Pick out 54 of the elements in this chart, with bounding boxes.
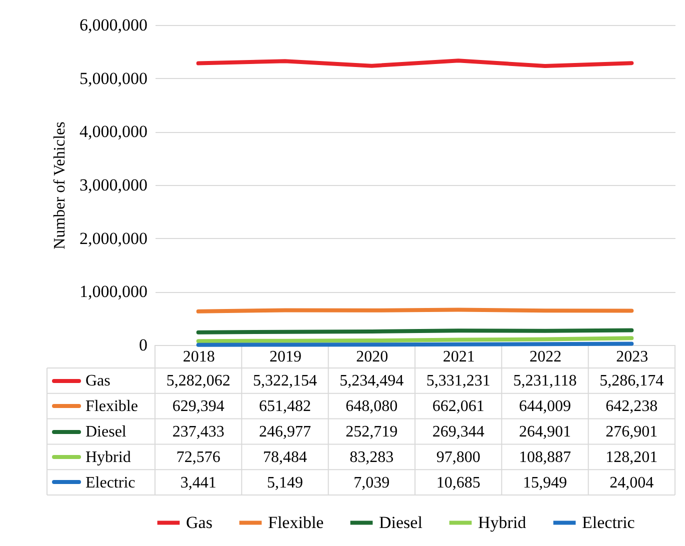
data-label: 10,685 [436,474,480,492]
legend-label: Gas [86,372,110,390]
data-label: 5,322,154 [253,372,317,390]
data-label: 642,238 [606,398,658,416]
data-label: 246,977 [259,424,311,440]
data-label: 5,331,231 [426,372,490,390]
x-tick-label: 2018 [182,348,215,366]
y-tick-label: 5,000,000 [80,68,148,88]
legend-label: Electric [86,474,136,492]
legend-label: Diesel [86,424,127,440]
data-label: 269,344 [432,424,484,440]
text: Flexible [268,512,324,532]
x-tick-label: 2021 [442,348,475,366]
legend-label: Flexible [86,398,138,416]
data-label: 629,394 [172,398,224,416]
data-label: 5,286,174 [600,372,664,390]
data-label: 83,283 [350,448,394,466]
data-label: 7,039 [354,474,390,492]
y-axis-title: Number of Vehicles [52,122,68,250]
text: Electric [582,512,635,532]
data-label: 15,949 [523,474,567,492]
data-label: 5,282,062 [166,372,230,390]
data-label: 276,901 [606,424,658,440]
y-tick-label: 1,000,000 [80,282,148,302]
x-tick-label: 2020 [356,348,388,366]
y-tick-label: 4,000,000 [80,122,148,142]
data-label: 3,441 [180,474,216,492]
data-label: 24,004 [610,474,654,492]
y-tick-label: 3,000,000 [80,176,148,194]
x-tick-label: 2022 [530,348,562,366]
data-label: 252,719 [346,424,398,440]
data-label: 78,484 [263,448,307,466]
legend-label: Hybrid [86,448,131,466]
data-label: 108,887 [519,448,571,466]
data-label: 5,231,118 [513,372,577,390]
data-label: 128,201 [606,448,658,466]
data-label: 264,901 [519,424,571,440]
data-label: 5,149 [267,474,303,492]
y-tick-label: 0 [139,336,148,354]
data-label: 644,009 [519,398,571,416]
data-label: 72,576 [176,448,220,466]
y-tick-label: 6,000,000 [80,16,148,34]
data-label: 237,433 [172,424,224,440]
data-label: 648,080 [346,398,398,416]
text: Diesel [379,512,422,532]
text: Gas [186,512,212,532]
data-label: 97,800 [436,448,480,466]
x-tick-label: 2023 [616,348,648,366]
text: Hybrid [478,512,526,532]
x-tick-label: 2019 [270,348,302,366]
data-label: 651,482 [259,398,311,416]
y-tick-label: 2,000,000 [80,228,148,248]
data-label: 662,061 [432,398,484,416]
data-label: 5,234,494 [340,372,404,390]
